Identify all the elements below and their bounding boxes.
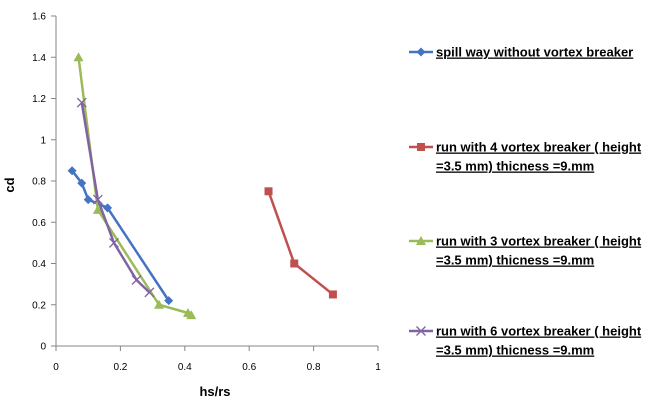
legend-label: =3.5 mm) thicness =9.mm	[436, 253, 594, 268]
series-4-point	[109, 237, 119, 248]
legend-label: =3.5 mm) thicness =9.mm	[436, 343, 594, 358]
series-4-point	[92, 194, 103, 205]
legend-swatch-marker	[416, 47, 426, 57]
series-4-point-stroke	[109, 237, 119, 248]
series-3-point	[73, 52, 84, 62]
x-tick-label: 0.2	[113, 362, 127, 373]
x-tick-label: 1	[375, 362, 381, 373]
series-2-line	[267, 190, 334, 296]
series-4-point	[144, 287, 155, 298]
series-4-point-stroke	[92, 194, 103, 205]
series-3-point	[186, 310, 197, 320]
series-1-point	[103, 203, 113, 213]
x-tick-label: 0.6	[242, 362, 256, 373]
y-tick-label: 0.2	[32, 300, 46, 311]
y-tick-label: 1.4	[32, 53, 46, 64]
legend-swatch-marker	[416, 236, 426, 245]
series-3-point	[92, 204, 103, 214]
legend-label: =3.5 mm) thicness =9.mm	[436, 159, 594, 174]
legend: spill way without vortex breaker run with…	[409, 45, 642, 358]
legend-swatch-marker	[416, 326, 426, 336]
x-tick-label: 0	[53, 362, 59, 373]
series-4-point-stroke	[131, 275, 142, 285]
legend-label: run with 4 vortex breaker ( height	[436, 140, 642, 155]
y-tick-label: 1	[40, 135, 46, 146]
y-tick-label: 0.4	[32, 259, 46, 270]
legend-label: run with 3 vortex breaker ( height	[436, 234, 642, 249]
x-tick-label: 0.8	[307, 362, 321, 373]
x-tick-label: 0.4	[178, 362, 192, 373]
y-tick-label: 1.6	[32, 12, 46, 23]
y-tick-label: 1.2	[32, 94, 46, 105]
series-4-point-stroke	[144, 287, 155, 298]
y-tick-label: 0.6	[32, 218, 46, 229]
y-tick-label: 0	[40, 342, 46, 353]
series-4-point	[76, 97, 87, 108]
series-2-point	[328, 290, 337, 299]
y-tick-label: 0.8	[32, 177, 46, 188]
series-4-point	[131, 275, 142, 285]
legend-label: run with 6 vortex breaker ( height	[436, 324, 642, 339]
series-2-point	[290, 259, 299, 268]
axes: 0 0.2 0.4 0.6 0.8 1 1.2 1.4 1.6 0 0.2 0.4 0.6 0.8 1	[32, 12, 381, 374]
series-1-point	[164, 296, 174, 306]
series-4-line	[80, 102, 151, 294]
legend-swatch-marker-stroke	[416, 326, 426, 336]
series-1-line	[71, 169, 170, 302]
series-1-point	[83, 195, 93, 205]
series-1-point	[67, 166, 77, 176]
y-axis-title: cd	[2, 177, 17, 192]
series-lines	[67, 52, 337, 320]
x-axis-title: hs/rs	[199, 384, 230, 399]
series-1-point	[77, 178, 87, 188]
series-2-point	[264, 187, 273, 196]
series-3-point	[154, 299, 165, 309]
legend-label: spill way without vortex breaker	[436, 45, 633, 60]
series-4-point-stroke	[76, 97, 87, 108]
legend-swatch-marker	[417, 143, 425, 151]
